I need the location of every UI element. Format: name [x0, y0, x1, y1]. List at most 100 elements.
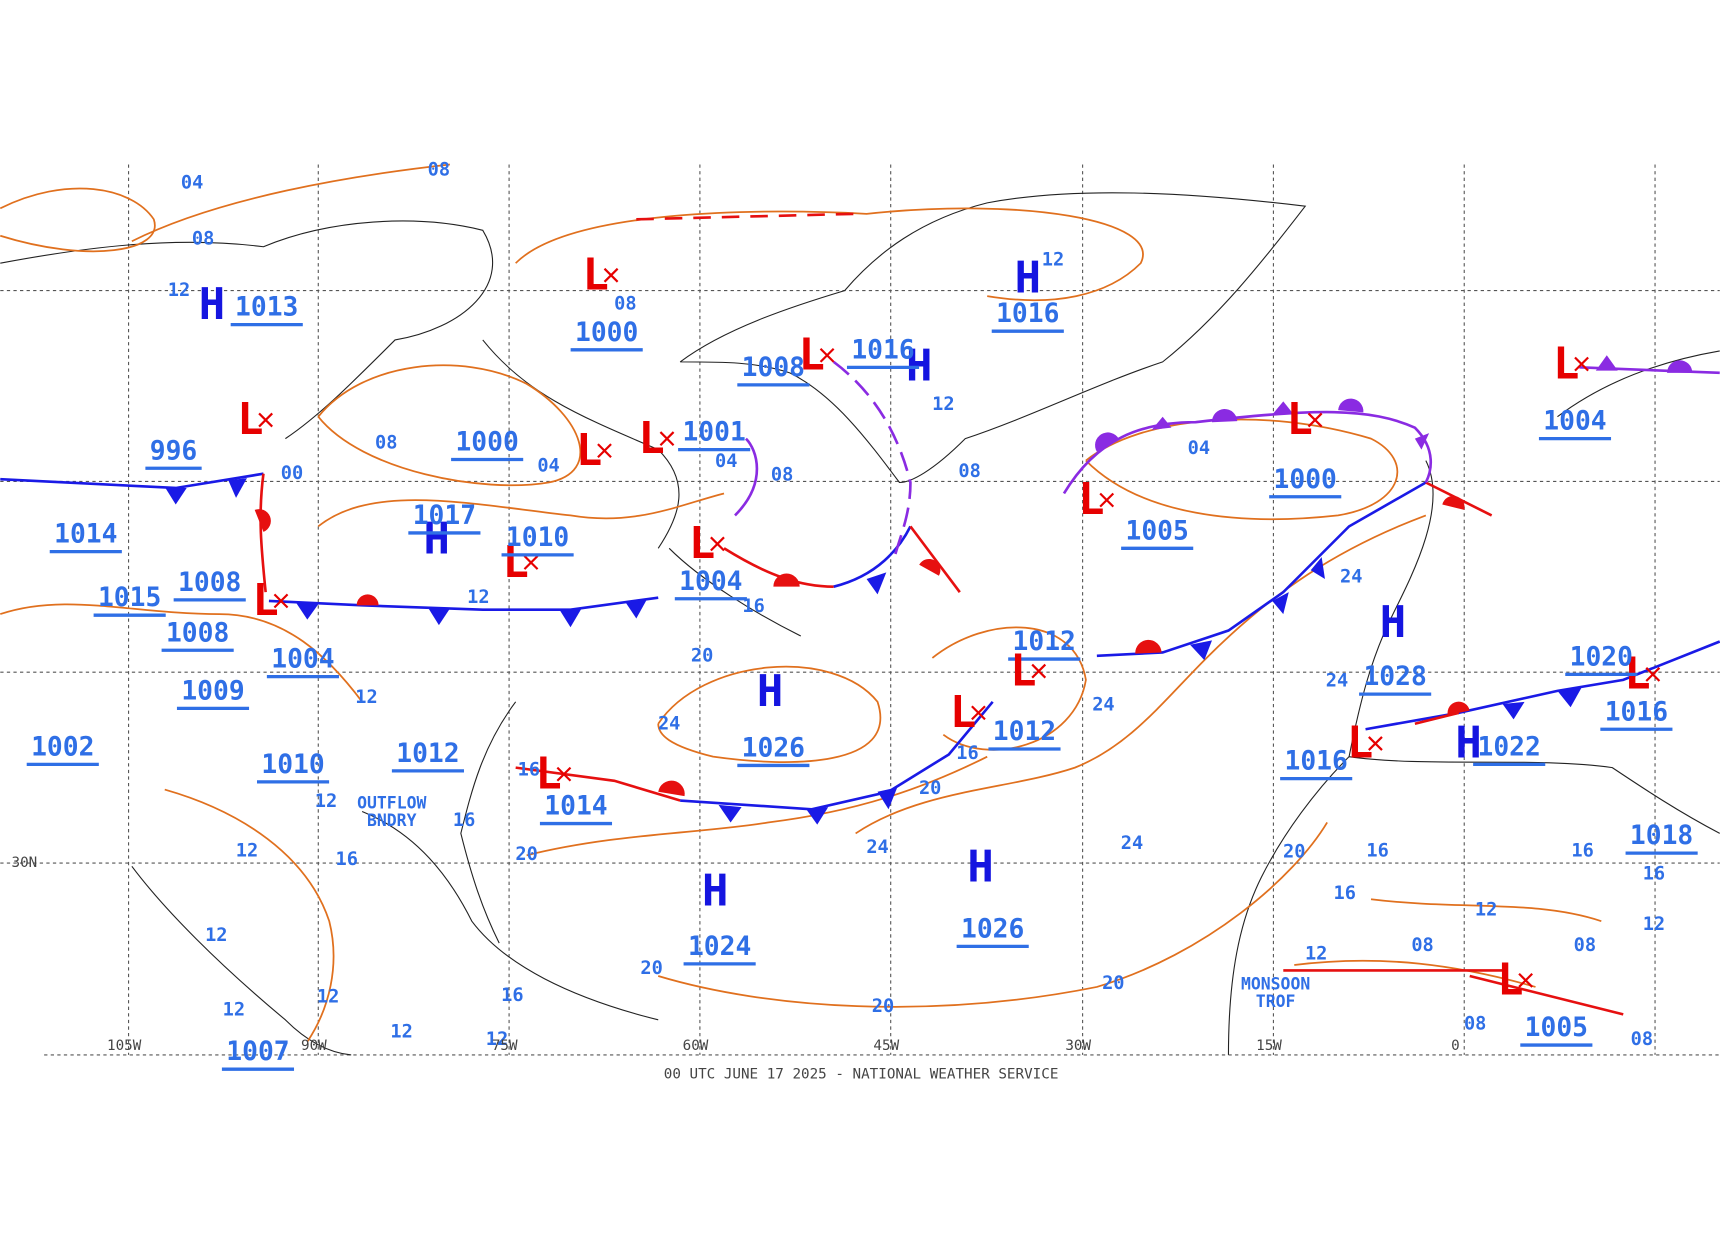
isobar-label: 24 — [1340, 566, 1362, 587]
low-symbol: L — [1010, 645, 1036, 696]
isobar-label: 16 — [453, 810, 475, 831]
low-cross — [1031, 663, 1047, 679]
isobar-label: 00 — [281, 463, 303, 484]
isobar-label: 12 — [1305, 944, 1327, 965]
high-symbol: H — [424, 514, 450, 565]
low-symbol: L — [638, 413, 664, 464]
pressure-label: 1005 — [1126, 516, 1189, 546]
isobar-label: 12 — [932, 394, 954, 415]
latitude-label: 30N — [12, 855, 38, 871]
pressure-label: 1022 — [1478, 732, 1541, 762]
low-symbol: L — [950, 687, 976, 738]
low-cross — [1307, 412, 1323, 428]
isobar-label: 16 — [742, 596, 764, 617]
isobar-label: 12 — [486, 1029, 508, 1050]
isobar-label: 16 — [336, 849, 358, 870]
isobar-label: 04 — [181, 173, 203, 194]
pressure-label: 1007 — [226, 1037, 289, 1067]
low-symbol: L — [502, 537, 528, 588]
low-symbol: L — [1078, 474, 1104, 525]
pressure-label: 1000 — [455, 428, 518, 458]
pressure-label: 1016 — [996, 299, 1059, 329]
low-cross — [273, 593, 289, 609]
isobar-label: 20 — [1102, 973, 1124, 994]
low-cross — [1645, 667, 1661, 682]
isobar-label: 08 — [192, 229, 214, 250]
high-symbol: H — [1380, 597, 1406, 648]
isobar-label: 08 — [958, 461, 980, 482]
isobar-label: 04 — [715, 451, 737, 472]
low-cross — [258, 412, 273, 428]
pressure-label: 1005 — [1525, 1013, 1588, 1043]
low-cross — [819, 347, 835, 363]
low-symbol: L — [689, 518, 715, 569]
isobar-labels: 04 08 08 12 08 12 08 00 04 04 08 12 08 04 12 16 20 24 16 20… — [168, 159, 1665, 1050]
isobar-label: 08 — [771, 464, 793, 485]
isobar-label: 08 — [1631, 1029, 1653, 1050]
isobar-label: 04 — [1188, 438, 1210, 459]
isobar-label: 16 — [1571, 840, 1593, 861]
pressure-label: 1008 — [178, 568, 241, 598]
isobar-label: 08 — [1464, 1014, 1486, 1035]
pressure-label: 1008 — [742, 353, 805, 383]
isobar-label: 20 — [1283, 842, 1305, 863]
isobar-label: 16 — [518, 759, 540, 780]
pressure-label: 1017 — [413, 501, 476, 531]
fronts — [0, 212, 1720, 1016]
isobar-label: 08 — [614, 293, 636, 314]
isobar-label: 08 — [1411, 935, 1433, 956]
low-symbol: L — [1347, 718, 1373, 769]
isobar-label: 24 — [1092, 695, 1114, 716]
high-symbol: H — [199, 279, 225, 330]
longitude-label: 90W — [301, 1038, 327, 1054]
pressure-label: 1024 — [688, 932, 751, 962]
isobar-label: 16 — [1643, 863, 1665, 884]
isobar-label: 16 — [501, 985, 523, 1006]
low-symbol: L — [583, 249, 609, 300]
isobar-label: 24 — [1121, 833, 1143, 854]
longitude-label: 0 — [1451, 1038, 1460, 1054]
low-symbol: L — [252, 575, 278, 626]
pressure-label: 1026 — [742, 733, 805, 763]
isobar-label: 12 — [315, 791, 337, 812]
boundary-label: OUTFLOW — [357, 793, 426, 812]
low-symbol: L — [1497, 955, 1523, 1006]
low-cross — [1368, 736, 1383, 751]
pressure-label: 1012 — [993, 717, 1056, 747]
low-symbol: L — [1553, 338, 1579, 389]
pressure-label: 1001 — [682, 418, 745, 448]
low-cross — [556, 766, 572, 782]
pressure-label: 1008 — [166, 618, 229, 648]
pressure-label: 1012 — [1013, 627, 1076, 657]
pressure-label: 996 — [150, 436, 198, 466]
axis-labels: 105W 90W 75W 60W 45W 30W 15W 0 30N — [12, 855, 1460, 1054]
isobar-label: 12 — [236, 840, 258, 861]
coastlines — [0, 192, 1720, 1056]
low-symbol: L — [237, 394, 263, 445]
pressure-label: 1010 — [261, 750, 324, 780]
pressure-label: 1014 — [54, 520, 117, 550]
pressure-label: 1026 — [961, 914, 1024, 944]
low-symbol: L — [535, 748, 561, 799]
isobar-label: 16 — [1333, 883, 1355, 904]
low-cross — [710, 536, 725, 552]
high-symbol: H — [1015, 253, 1041, 304]
isobar-label: 20 — [872, 996, 894, 1017]
low-cross — [523, 555, 539, 570]
longitude-label: 105W — [107, 1038, 142, 1054]
isobar-label: 12 — [223, 999, 245, 1020]
low-cross — [971, 705, 986, 721]
isobar-label: 12 — [317, 986, 339, 1007]
isobar-label: 12 — [390, 1021, 412, 1042]
longitude-label: 75W — [492, 1038, 518, 1054]
boundary-label: MONSOON — [1241, 974, 1310, 993]
pressure-label: 1016 — [1605, 697, 1668, 727]
pressure-label: 1016 — [1285, 747, 1348, 777]
low-cross — [1518, 973, 1533, 988]
low-cross — [603, 267, 619, 283]
pressure-label: 1000 — [575, 318, 638, 348]
footer: 00 UTC JUNE 17 2025 - NATIONAL WEATHER S… — [664, 1067, 1059, 1083]
longitude-label: 15W — [1256, 1038, 1282, 1054]
